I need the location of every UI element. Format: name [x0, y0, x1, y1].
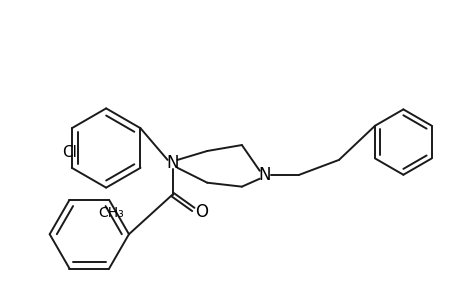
Text: N: N: [166, 154, 179, 172]
Text: N: N: [258, 166, 270, 184]
Text: CH₃: CH₃: [98, 206, 124, 220]
Text: O: O: [194, 203, 207, 221]
Text: Cl: Cl: [62, 145, 77, 160]
